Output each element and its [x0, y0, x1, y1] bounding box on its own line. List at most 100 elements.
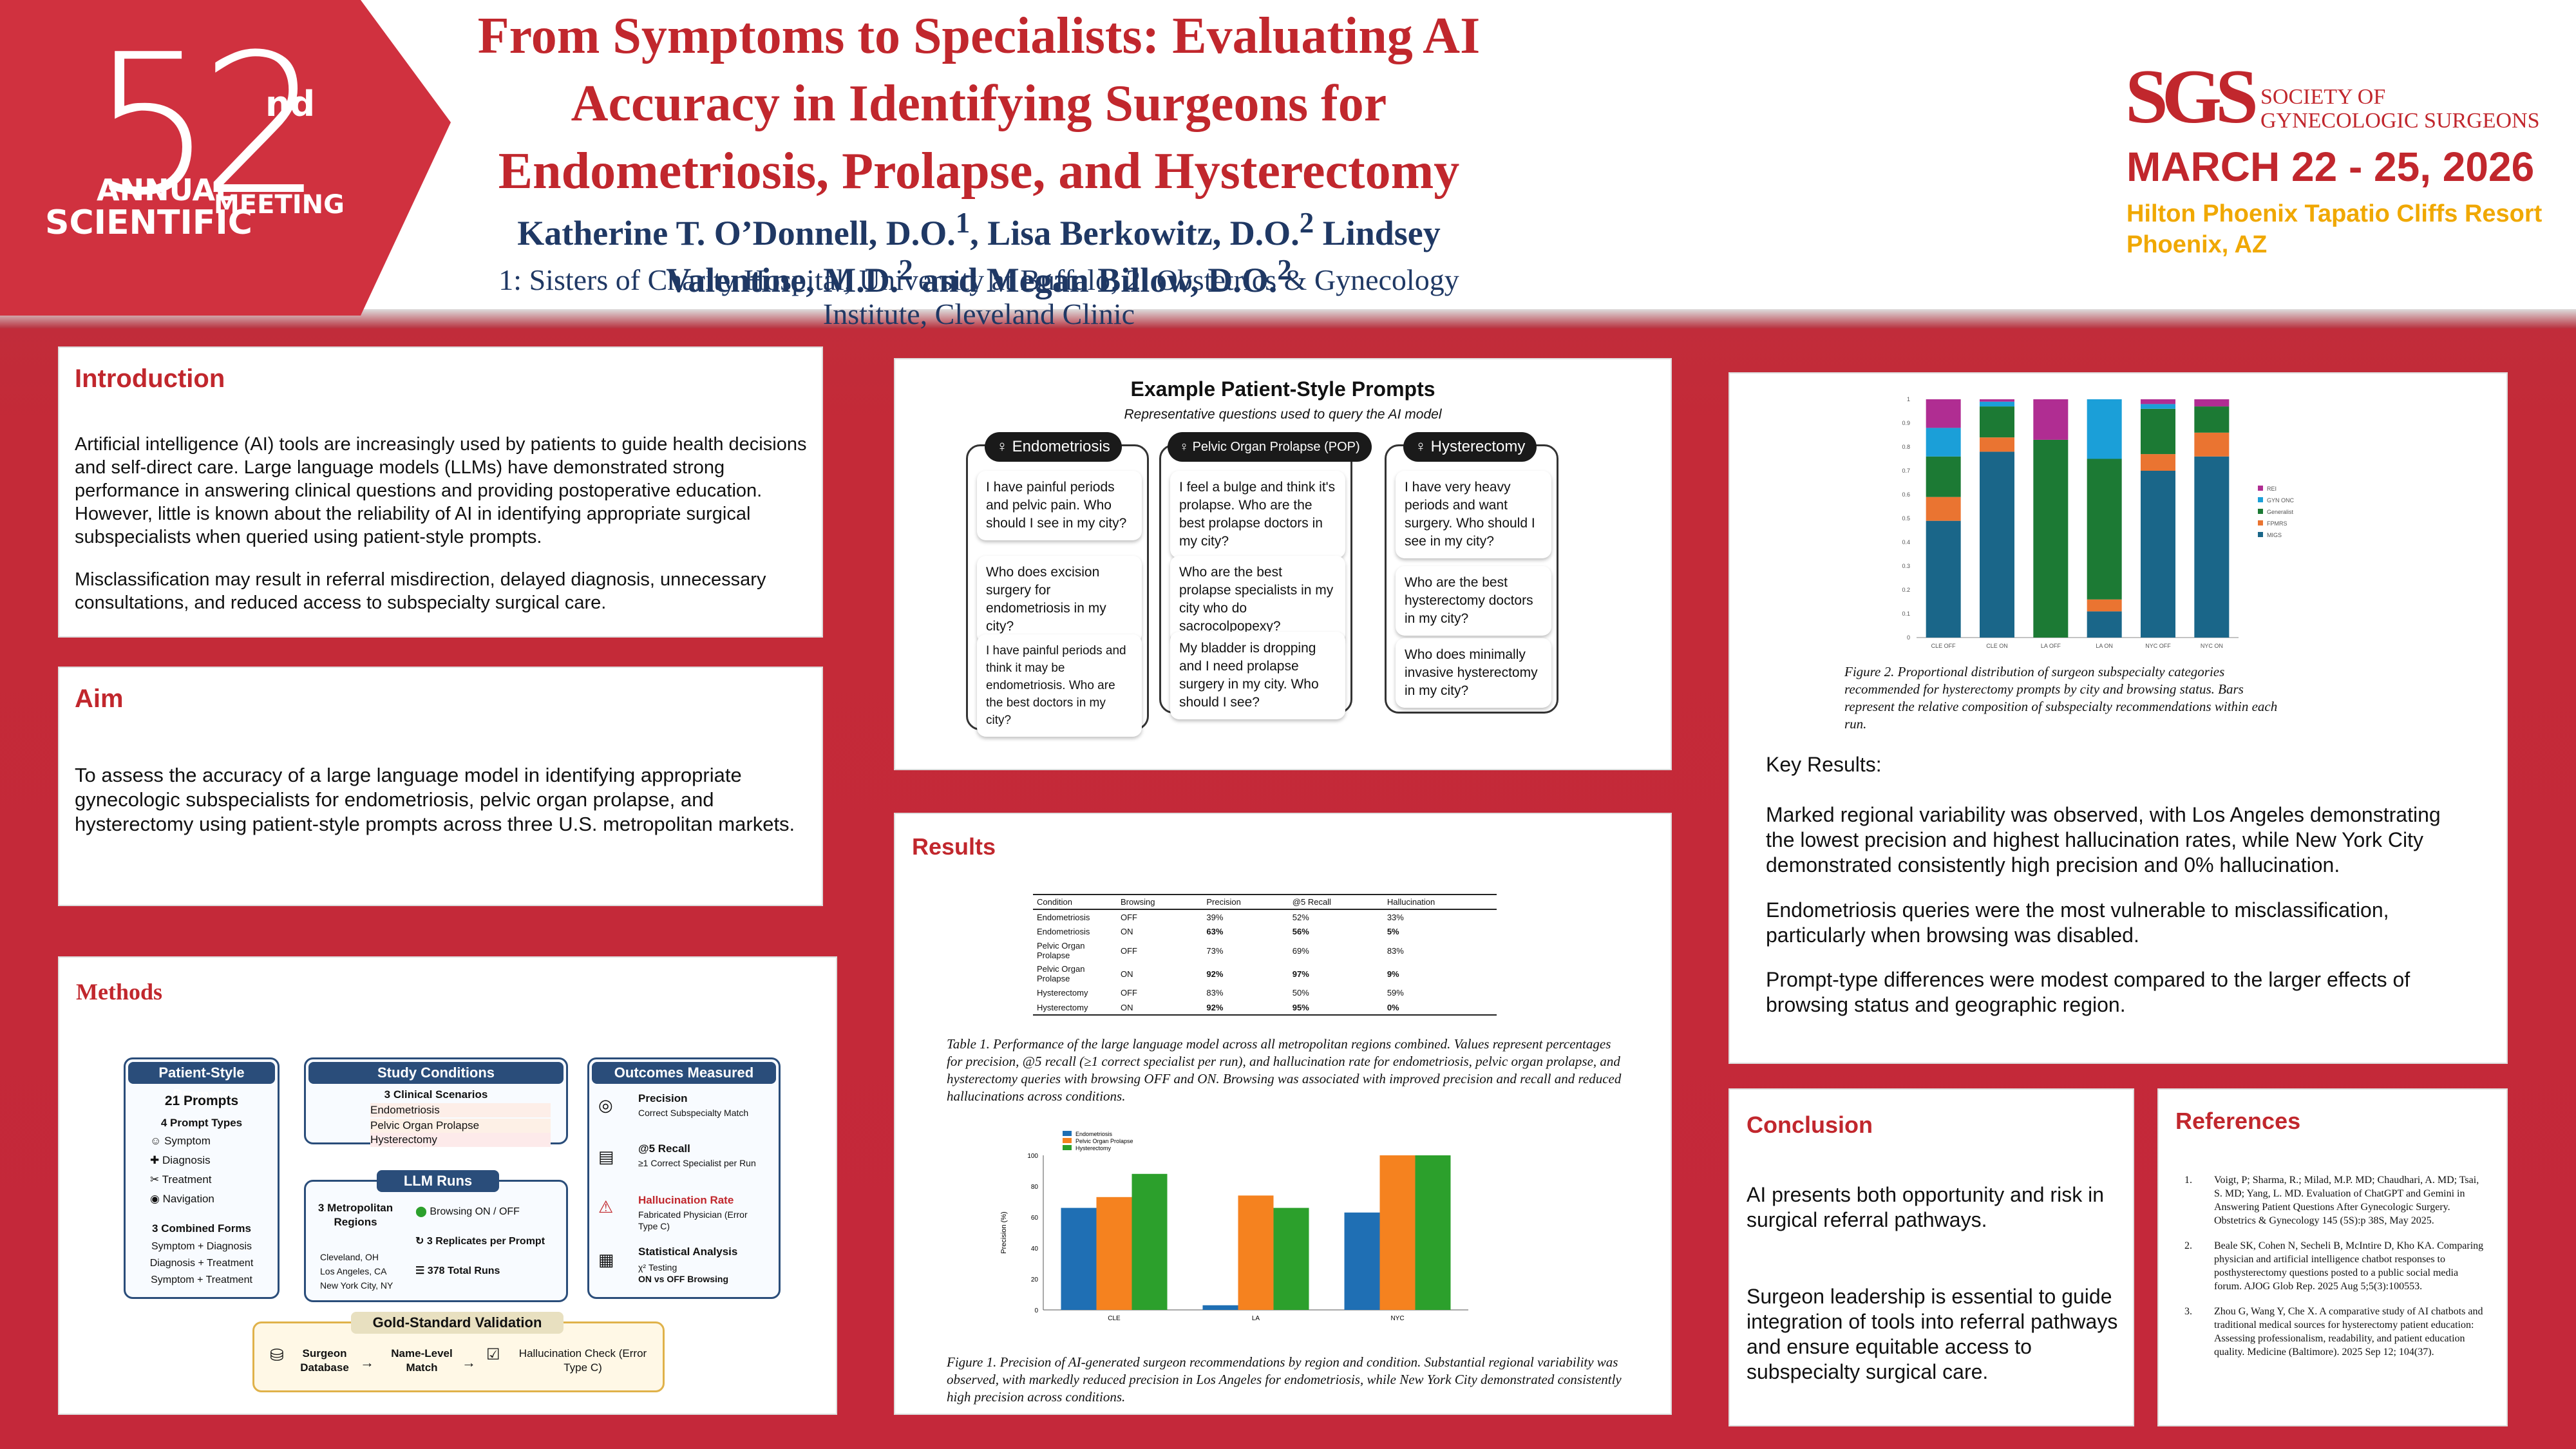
prompt-card: Who does minimally invasive hysterectomy…: [1396, 638, 1551, 708]
reference-item: 1. Voigt, P; Sharma, R.; Milad, M.P. MD; …: [2184, 1173, 2487, 1227]
table-cell: OFF: [1121, 988, 1137, 998]
figure2-card: 0 0.1 0.2 0.3 0.4 0.5 0.6 0.7 0.8 0.9 1 CLE OFF CLE …: [1728, 372, 2508, 1064]
badge-line3: MEETING: [214, 190, 345, 220]
prompt-type-treatment: ✂ Treatment: [150, 1173, 212, 1187]
x-tick-label: LA ON: [2096, 643, 2113, 649]
y-tick-label: 0.9: [1902, 420, 1910, 426]
bar-endometriosis: [1061, 1208, 1097, 1310]
prompt-card: My bladder is dropping and I need prolap…: [1170, 632, 1345, 719]
prompt-column-head: ♀ Pelvic Organ Prolapse (POP): [1168, 432, 1372, 462]
author-3: Lindsey Valentine, M.D.: [666, 214, 1441, 299]
combined-form-2: Diagnosis + Treatment: [149, 1258, 254, 1269]
y-tick-label: 0: [1907, 634, 1910, 641]
table-cell: 73%: [1206, 945, 1224, 956]
reference-text: Zhou G, Wang Y, Che X. A comparative stu…: [2214, 1306, 2483, 1358]
prompt-column-label: Pelvic Organ Prolapse (POP): [1192, 440, 1360, 454]
aim-card: Aim To assess the accuracy of a large la…: [58, 667, 823, 906]
conference-dates: MARCH 22 - 25, 2026: [2126, 144, 2535, 190]
figure2-caption: Figure 2. Proportional distribution of s…: [1844, 664, 2278, 732]
outcome-recall-sub: ≥1 Correct Specialist per Run: [638, 1158, 756, 1168]
x-tick-label: CLE: [1108, 1315, 1121, 1322]
x-tick-label: LA: [1252, 1315, 1260, 1322]
navigation-icon: ◉: [150, 1193, 163, 1205]
x-tick-label: CLE OFF: [1931, 643, 1956, 649]
regions-title: 3 Metropolitan Regions: [317, 1202, 393, 1228]
society-logo: SGS SOCIETY OF GYNECOLOGIC SURGEONS: [2125, 58, 2550, 135]
conclusion-heading: Conclusion: [1747, 1112, 1873, 1138]
results-card: Results Condition Browsing Precision @5 …: [894, 813, 1672, 1415]
refresh-icon: ↻: [415, 1236, 427, 1247]
author-3-sup: 2: [898, 254, 913, 286]
bar-hysterectomy: [1415, 1155, 1451, 1310]
example-prompts-title: Example Patient-Style Prompts: [1130, 377, 1435, 401]
table-header: Condition: [1033, 894, 1117, 910]
y-tick-label: 0.5: [1902, 515, 1910, 522]
methods-card: Methods Patient-Style Prompts 21 Prompts…: [58, 956, 837, 1415]
y-tick-label: 20: [1031, 1276, 1039, 1283]
uterus-icon: ♀: [996, 438, 1012, 455]
author-1-sup: 1: [955, 207, 971, 239]
uterus-icon: ♀: [1179, 440, 1193, 454]
key-results-paragraph-2: Endometriosis queries were the most vuln…: [1766, 898, 2389, 947]
prompt-column-label: Hysterectomy: [1430, 438, 1526, 455]
poster-title: From Symptoms to Specialists: Evaluating…: [477, 8, 1481, 200]
toggle-icon: ⬤: [415, 1206, 430, 1217]
conclusion-paragraph-2: Surgeon leadership is essential to guide…: [1747, 1285, 2118, 1383]
legend-label: Pelvic Organ Prolapse: [1075, 1138, 1133, 1144]
key-results-paragraph-3: Prompt-type differences were modest comp…: [1766, 968, 2410, 1016]
methods-prompts-box: Patient-Style Prompts 21 Prompts 4 Promp…: [124, 1057, 279, 1299]
conference-venue: Hilton Phoenix Tapatio Cliffs Resort Pho…: [2126, 198, 2542, 260]
checklist-icon: ☑: [486, 1346, 500, 1363]
venue-line1: Hilton Phoenix Tapatio Cliffs Resort: [2126, 200, 2543, 227]
stack-generalist: [2141, 408, 2175, 455]
stack-rei: [1926, 399, 1961, 428]
table-cell: ON: [1121, 969, 1133, 979]
prompt-card: I have painful periods and pelvic pain. …: [977, 471, 1142, 540]
table-cell: 92%: [1206, 969, 1224, 979]
aim-text: To assess the accuracy of a large langua…: [75, 764, 795, 835]
table-cell: 56%: [1292, 927, 1309, 936]
scenario-hysterectomy: Hysterectomy: [370, 1133, 551, 1147]
venue-line2: Phoenix, AZ: [2126, 231, 2268, 258]
table-cell: 5%: [1387, 927, 1399, 936]
prompt-type-navigation: ◉ Navigation: [150, 1192, 214, 1206]
llm-runs-head: LLM Runs: [377, 1170, 499, 1192]
society-name-line1: SOCIETY OF: [2260, 85, 2386, 109]
browsing-label: Browsing ON / OFF: [430, 1206, 520, 1217]
subspecialty-stacked-chart: 0 0.1 0.2 0.3 0.4 0.5 0.6 0.7 0.8 0.9 1 CLE OFF CLE …: [1902, 396, 2294, 649]
stack-migs: [2141, 471, 2175, 638]
arrow-icon: →: [462, 1354, 476, 1370]
outcome-hallucination-sub: Fabricated Physician (Error Type C): [638, 1209, 748, 1231]
table-row: Endometriosis ON 63% 56% 5%: [1033, 924, 1497, 939]
reference-list: 1. Voigt, P; Sharma, R.; Milad, M.P. MD; …: [2184, 1173, 2487, 1370]
database-icon: ⛁: [270, 1345, 284, 1365]
study-conditions-box: Study Conditions 3 Clinical Scenarios En…: [304, 1057, 568, 1147]
reference-number: 2.: [2184, 1240, 2192, 1251]
aim-heading: Aim: [75, 685, 124, 713]
stack-generalist: [1980, 406, 2014, 438]
reference-item: 2. Beale SK, Cohen N, Secheli B, McIntire…: [2184, 1239, 2487, 1293]
table-cell: Endometriosis: [1037, 927, 1090, 936]
precision-bar-chart: 0 20 40 60 80 100 Precision (%) CLE LA NYC Endomet…: [1000, 1131, 1468, 1322]
table-cell: Pelvic Organ Prolapse: [1037, 941, 1085, 960]
table-cell: 97%: [1292, 969, 1309, 979]
stack-generalist: [1926, 456, 1961, 497]
table-cell: 92%: [1202, 1000, 1289, 1016]
scenario-endometriosis: Endometriosis: [370, 1103, 551, 1117]
prompt-card: Who are the best prolapse specialists in…: [1170, 556, 1345, 643]
table-row: Endometriosis OFF 39% 52% 33%: [1033, 909, 1497, 924]
prompt-column-head: ♀ Hysterectomy: [1403, 432, 1537, 462]
legend-swatch: [2258, 497, 2263, 502]
author-list: Katherine T. O’Donnell, D.O.1, Lisa Berk…: [464, 206, 1494, 300]
affiliations: 1: Sisters of Charity Hospital, Universi…: [498, 263, 1459, 330]
gold-standard-head: Gold-Standard Validation: [351, 1312, 564, 1334]
outcome-precision-sub: Correct Subspecialty Match: [638, 1108, 749, 1118]
stack-migs: [1980, 451, 2014, 638]
prompt-type-label: Diagnosis: [162, 1154, 211, 1166]
gold-step-2: Name-Level Match: [391, 1347, 453, 1374]
legend-label: MIGS: [2267, 532, 2282, 538]
table-header: Browsing: [1117, 894, 1203, 910]
y-tick-label: 0.8: [1902, 444, 1910, 450]
reference-text: Voigt, P; Sharma, R.; Milad, M.P. MD; Ch…: [2214, 1175, 2479, 1226]
reference-text: Beale SK, Cohen N, Secheli B, McIntire D…: [2214, 1240, 2484, 1292]
